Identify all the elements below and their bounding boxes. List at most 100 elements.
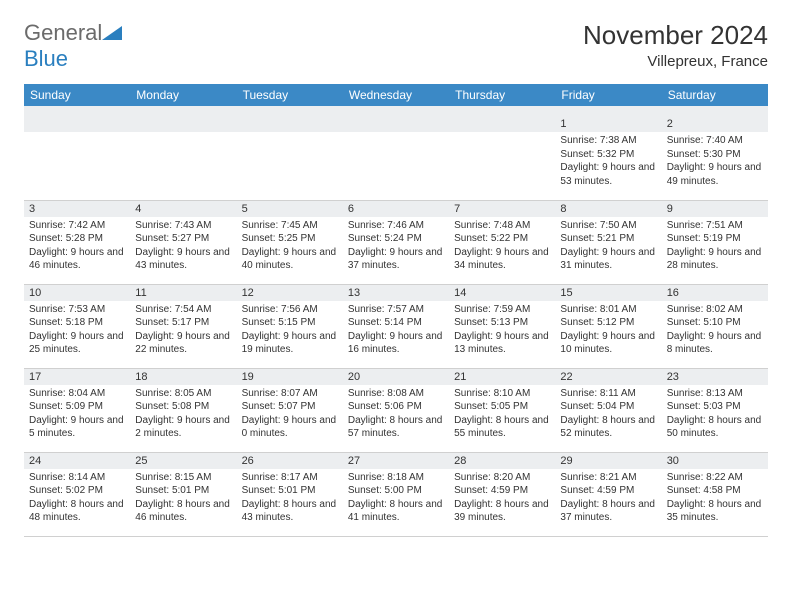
calendar-body: 1Sunrise: 7:38 AMSunset: 5:32 PMDaylight… bbox=[24, 106, 768, 536]
day-number: 9 bbox=[662, 201, 768, 217]
sunrise-line: Sunrise: 7:56 AM bbox=[242, 303, 338, 317]
logo-part2: Blue bbox=[24, 46, 68, 71]
column-header: Friday bbox=[555, 84, 661, 106]
calendar-day-cell: 10Sunrise: 7:53 AMSunset: 5:18 PMDayligh… bbox=[24, 284, 130, 368]
sunrise-line: Sunrise: 8:14 AM bbox=[29, 471, 125, 485]
daylight-line: Daylight: 9 hours and 46 minutes. bbox=[29, 246, 125, 273]
daylight-line: Daylight: 9 hours and 2 minutes. bbox=[135, 414, 231, 441]
sunset-line: Sunset: 5:02 PM bbox=[29, 484, 125, 498]
calendar-day-cell: 2Sunrise: 7:40 AMSunset: 5:30 PMDaylight… bbox=[662, 116, 768, 200]
daylight-line: Daylight: 9 hours and 31 minutes. bbox=[560, 246, 656, 273]
day-number: 3 bbox=[24, 201, 130, 217]
day-number: 22 bbox=[555, 369, 661, 385]
calendar-day-cell: 17Sunrise: 8:04 AMSunset: 5:09 PMDayligh… bbox=[24, 368, 130, 452]
calendar-day-cell: 25Sunrise: 8:15 AMSunset: 5:01 PMDayligh… bbox=[130, 452, 236, 536]
daylight-line: Daylight: 9 hours and 34 minutes. bbox=[454, 246, 550, 273]
sunrise-line: Sunrise: 7:51 AM bbox=[667, 219, 763, 233]
daylight-line: Daylight: 9 hours and 28 minutes. bbox=[667, 246, 763, 273]
sunset-line: Sunset: 5:15 PM bbox=[242, 316, 338, 330]
sunrise-line: Sunrise: 7:46 AM bbox=[348, 219, 444, 233]
day-body: Sunrise: 8:11 AMSunset: 5:04 PMDaylight:… bbox=[555, 385, 661, 445]
calendar-day-cell bbox=[24, 116, 130, 200]
daylight-line: Daylight: 8 hours and 57 minutes. bbox=[348, 414, 444, 441]
sunrise-line: Sunrise: 7:43 AM bbox=[135, 219, 231, 233]
sunset-line: Sunset: 5:25 PM bbox=[242, 232, 338, 246]
column-header: Wednesday bbox=[343, 84, 449, 106]
calendar-day-cell: 23Sunrise: 8:13 AMSunset: 5:03 PMDayligh… bbox=[662, 368, 768, 452]
calendar-week-row: 1Sunrise: 7:38 AMSunset: 5:32 PMDaylight… bbox=[24, 116, 768, 200]
day-body: Sunrise: 7:45 AMSunset: 5:25 PMDaylight:… bbox=[237, 217, 343, 277]
day-body: Sunrise: 7:42 AMSunset: 5:28 PMDaylight:… bbox=[24, 217, 130, 277]
daylight-line: Daylight: 8 hours and 50 minutes. bbox=[667, 414, 763, 441]
calendar-day-cell: 3Sunrise: 7:42 AMSunset: 5:28 PMDaylight… bbox=[24, 200, 130, 284]
day-number: 13 bbox=[343, 285, 449, 301]
calendar-day-cell bbox=[449, 116, 555, 200]
calendar-week-row: 24Sunrise: 8:14 AMSunset: 5:02 PMDayligh… bbox=[24, 452, 768, 536]
calendar-day-cell: 15Sunrise: 8:01 AMSunset: 5:12 PMDayligh… bbox=[555, 284, 661, 368]
day-body: Sunrise: 8:07 AMSunset: 5:07 PMDaylight:… bbox=[237, 385, 343, 445]
calendar-day-cell: 4Sunrise: 7:43 AMSunset: 5:27 PMDaylight… bbox=[130, 200, 236, 284]
calendar-day-cell: 19Sunrise: 8:07 AMSunset: 5:07 PMDayligh… bbox=[237, 368, 343, 452]
sunrise-line: Sunrise: 7:53 AM bbox=[29, 303, 125, 317]
sunrise-line: Sunrise: 7:42 AM bbox=[29, 219, 125, 233]
daylight-line: Daylight: 9 hours and 0 minutes. bbox=[242, 414, 338, 441]
sunrise-line: Sunrise: 7:48 AM bbox=[454, 219, 550, 233]
sunrise-line: Sunrise: 8:15 AM bbox=[135, 471, 231, 485]
title-block: November 2024 Villepreux, France bbox=[583, 20, 768, 70]
sunset-line: Sunset: 5:22 PM bbox=[454, 232, 550, 246]
calendar-day-cell: 13Sunrise: 7:57 AMSunset: 5:14 PMDayligh… bbox=[343, 284, 449, 368]
daylight-line: Daylight: 9 hours and 16 minutes. bbox=[348, 330, 444, 357]
calendar-day-cell bbox=[130, 116, 236, 200]
sunrise-line: Sunrise: 8:18 AM bbox=[348, 471, 444, 485]
day-body: Sunrise: 8:10 AMSunset: 5:05 PMDaylight:… bbox=[449, 385, 555, 445]
day-number: 6 bbox=[343, 201, 449, 217]
sunrise-line: Sunrise: 7:38 AM bbox=[560, 134, 656, 148]
sunset-line: Sunset: 5:13 PM bbox=[454, 316, 550, 330]
daylight-line: Daylight: 9 hours and 5 minutes. bbox=[29, 414, 125, 441]
calendar-day-cell: 24Sunrise: 8:14 AMSunset: 5:02 PMDayligh… bbox=[24, 452, 130, 536]
sunset-line: Sunset: 5:05 PM bbox=[454, 400, 550, 414]
sunrise-line: Sunrise: 8:11 AM bbox=[560, 387, 656, 401]
location: Villepreux, France bbox=[583, 53, 768, 70]
day-body: Sunrise: 8:05 AMSunset: 5:08 PMDaylight:… bbox=[130, 385, 236, 445]
day-body: Sunrise: 8:17 AMSunset: 5:01 PMDaylight:… bbox=[237, 469, 343, 529]
sunrise-line: Sunrise: 8:10 AM bbox=[454, 387, 550, 401]
day-number: 20 bbox=[343, 369, 449, 385]
sunset-line: Sunset: 5:01 PM bbox=[242, 484, 338, 498]
logo-text: General Blue bbox=[24, 20, 122, 72]
sunset-line: Sunset: 5:24 PM bbox=[348, 232, 444, 246]
sunset-line: Sunset: 4:59 PM bbox=[454, 484, 550, 498]
sunrise-line: Sunrise: 8:20 AM bbox=[454, 471, 550, 485]
sunrise-line: Sunrise: 7:45 AM bbox=[242, 219, 338, 233]
calendar-day-cell: 16Sunrise: 8:02 AMSunset: 5:10 PMDayligh… bbox=[662, 284, 768, 368]
sunset-line: Sunset: 4:59 PM bbox=[560, 484, 656, 498]
sunset-line: Sunset: 5:10 PM bbox=[667, 316, 763, 330]
day-number: 2 bbox=[662, 116, 768, 132]
calendar-day-cell: 26Sunrise: 8:17 AMSunset: 5:01 PMDayligh… bbox=[237, 452, 343, 536]
day-number: 8 bbox=[555, 201, 661, 217]
daylight-line: Daylight: 8 hours and 48 minutes. bbox=[29, 498, 125, 525]
sunrise-line: Sunrise: 8:21 AM bbox=[560, 471, 656, 485]
sunset-line: Sunset: 5:08 PM bbox=[135, 400, 231, 414]
day-body: Sunrise: 7:38 AMSunset: 5:32 PMDaylight:… bbox=[555, 132, 661, 192]
daylight-line: Daylight: 8 hours and 41 minutes. bbox=[348, 498, 444, 525]
sunrise-line: Sunrise: 8:02 AM bbox=[667, 303, 763, 317]
day-body: Sunrise: 8:18 AMSunset: 5:00 PMDaylight:… bbox=[343, 469, 449, 529]
daylight-line: Daylight: 8 hours and 52 minutes. bbox=[560, 414, 656, 441]
day-number: 26 bbox=[237, 453, 343, 469]
daylight-line: Daylight: 9 hours and 22 minutes. bbox=[135, 330, 231, 357]
calendar-day-cell: 30Sunrise: 8:22 AMSunset: 4:58 PMDayligh… bbox=[662, 452, 768, 536]
sunset-line: Sunset: 5:17 PM bbox=[135, 316, 231, 330]
sunrise-line: Sunrise: 7:40 AM bbox=[667, 134, 763, 148]
column-header: Tuesday bbox=[237, 84, 343, 106]
day-number: 14 bbox=[449, 285, 555, 301]
day-number: 17 bbox=[24, 369, 130, 385]
sunrise-line: Sunrise: 8:17 AM bbox=[242, 471, 338, 485]
sunset-line: Sunset: 5:30 PM bbox=[667, 148, 763, 162]
day-number: 5 bbox=[237, 201, 343, 217]
day-number: 12 bbox=[237, 285, 343, 301]
daylight-line: Daylight: 8 hours and 39 minutes. bbox=[454, 498, 550, 525]
sunset-line: Sunset: 5:00 PM bbox=[348, 484, 444, 498]
day-number: 21 bbox=[449, 369, 555, 385]
day-number: 29 bbox=[555, 453, 661, 469]
